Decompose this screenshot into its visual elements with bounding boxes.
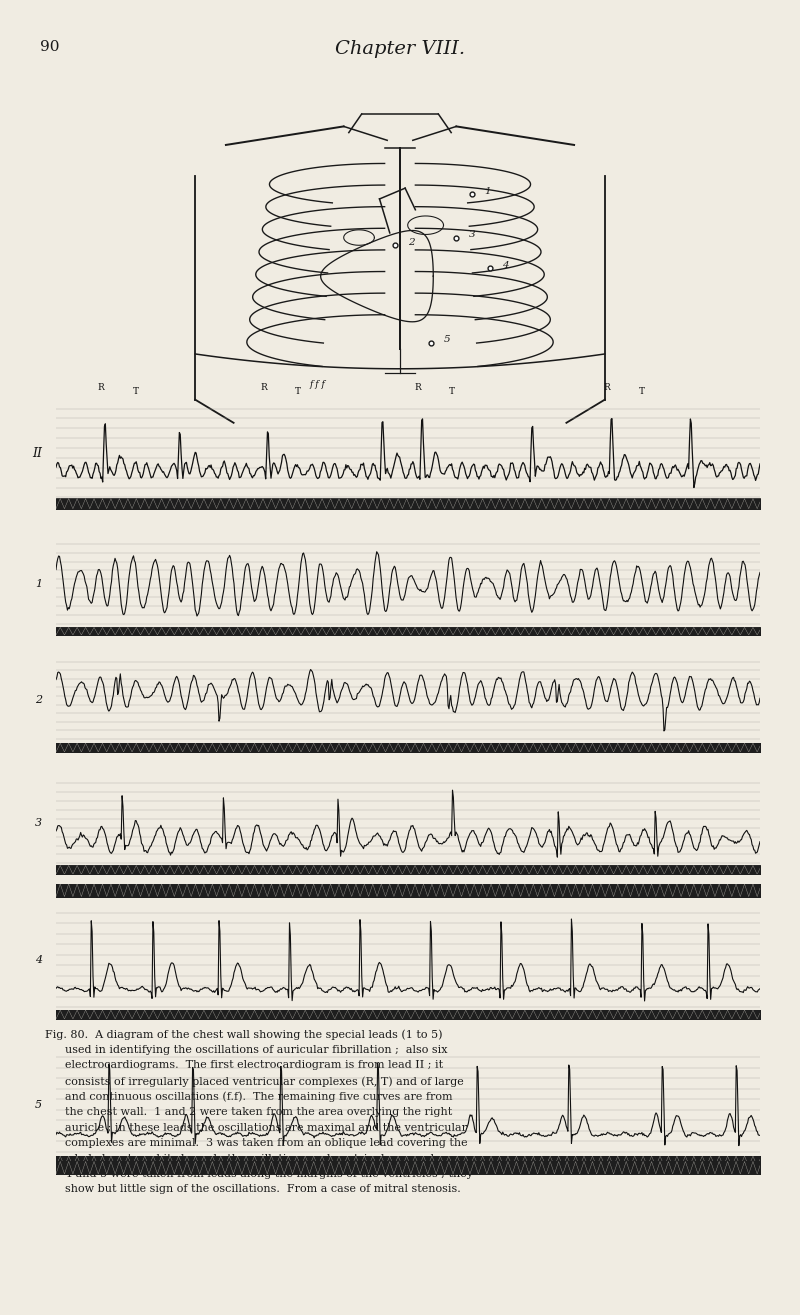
Text: II: II bbox=[32, 447, 42, 459]
Text: 5: 5 bbox=[443, 335, 450, 345]
Text: show but little sign of the oscillations.  From a case of mitral stenosis.: show but little sign of the oscillations… bbox=[65, 1185, 461, 1194]
Text: the chest wall.  1 and 2 were taken from the area overlying the right: the chest wall. 1 and 2 were taken from … bbox=[65, 1107, 452, 1116]
Text: complexes are minimal.  3 was taken from an oblique lead covering the: complexes are minimal. 3 was taken from … bbox=[65, 1137, 468, 1148]
Text: T: T bbox=[638, 387, 645, 396]
Text: and continuous oscillations (f.f).  The remaining five curves are from: and continuous oscillations (f.f). The r… bbox=[65, 1091, 453, 1102]
Text: 4: 4 bbox=[502, 260, 509, 270]
Text: 2: 2 bbox=[34, 696, 42, 705]
Text: 3: 3 bbox=[469, 230, 476, 239]
Text: consists of irregularly placed ventricular complexes (R, T) and of large: consists of irregularly placed ventricul… bbox=[65, 1076, 464, 1086]
Text: Chapter VIII.: Chapter VIII. bbox=[335, 39, 465, 58]
Text: T: T bbox=[450, 387, 455, 396]
Text: 5: 5 bbox=[34, 1099, 42, 1110]
Text: Fig. 80.  A diagram of the chest wall showing the special leads (1 to 5): Fig. 80. A diagram of the chest wall sho… bbox=[45, 1030, 442, 1040]
Text: f f f: f f f bbox=[310, 380, 326, 389]
Text: R: R bbox=[98, 383, 104, 392]
Text: T: T bbox=[295, 387, 302, 396]
Text: 2: 2 bbox=[408, 238, 414, 247]
Text: R: R bbox=[414, 383, 421, 392]
Text: 1: 1 bbox=[34, 579, 42, 589]
Text: T: T bbox=[133, 387, 138, 396]
Text: used in identifying the oscillations of auricular fibrillation ;  also six: used in identifying the oscillations of … bbox=[65, 1045, 447, 1055]
Text: 90: 90 bbox=[40, 39, 59, 54]
Text: 4 and 5 were taken from leads along the margins of the ventricles ; they: 4 and 5 were taken from leads along the … bbox=[65, 1169, 473, 1180]
Text: whole heart, and it shows both oscillations and ventricular complexes.: whole heart, and it shows both oscillati… bbox=[65, 1153, 462, 1164]
Text: R: R bbox=[603, 383, 610, 392]
Text: 1: 1 bbox=[485, 187, 491, 196]
Text: electrocardiograms.  The first electrocardiogram is from lead II ; it: electrocardiograms. The first electrocar… bbox=[65, 1060, 443, 1070]
Text: 4: 4 bbox=[34, 955, 42, 965]
Text: auricle ; in these leads the oscillations are maximal and the ventricular: auricle ; in these leads the oscillation… bbox=[65, 1123, 467, 1132]
Text: 3: 3 bbox=[34, 818, 42, 828]
Text: R: R bbox=[260, 383, 267, 392]
